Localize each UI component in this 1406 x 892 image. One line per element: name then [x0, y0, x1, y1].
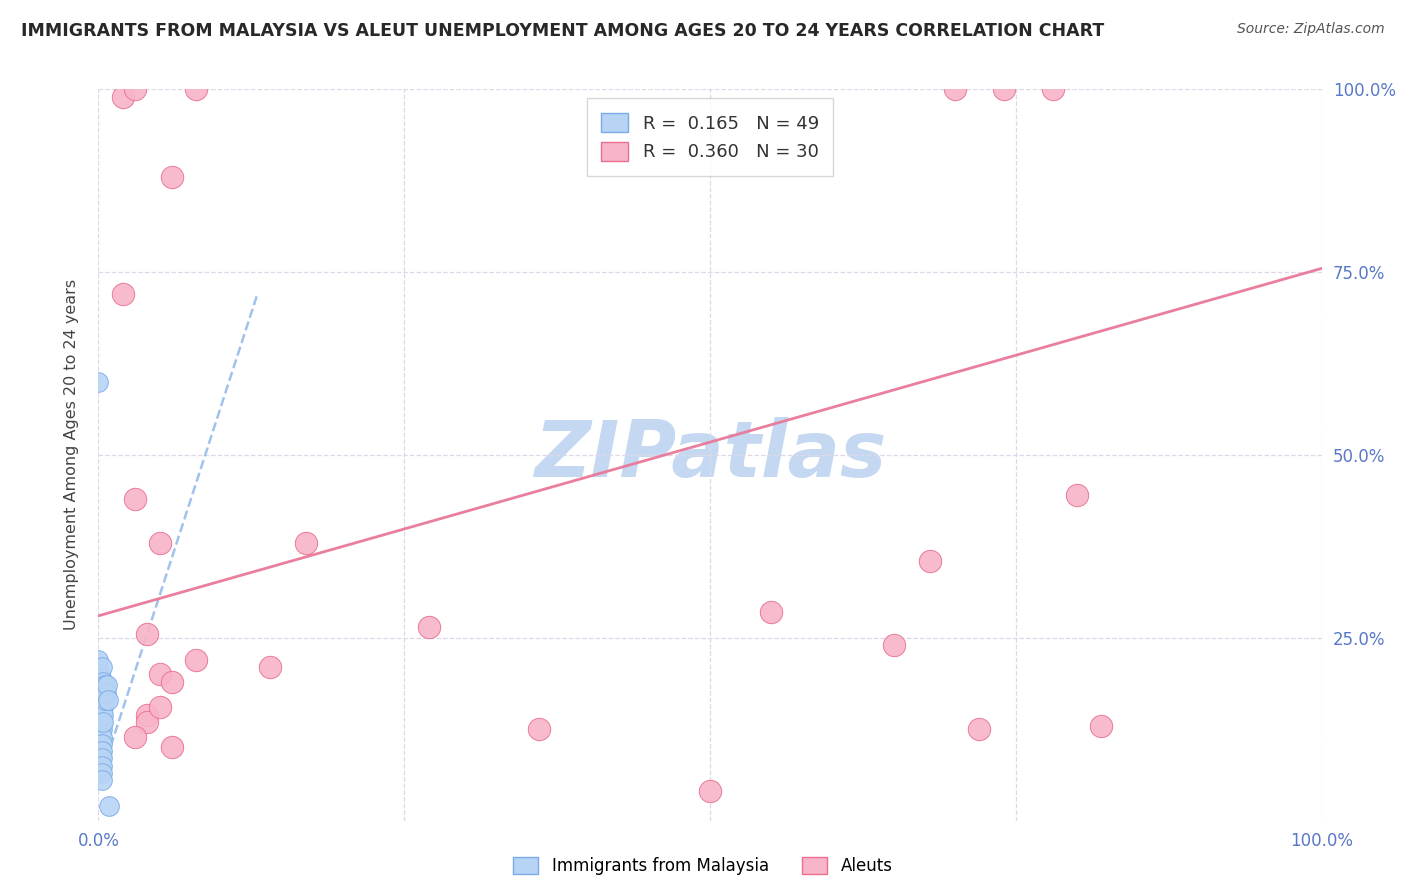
Point	[93, 693, 115, 707]
Point	[91, 707, 114, 722]
Point	[98, 799, 121, 814]
Point	[160, 740, 183, 755]
Point	[91, 751, 114, 765]
Point	[1090, 718, 1112, 732]
Point	[160, 169, 183, 184]
Text: IMMIGRANTS FROM MALAYSIA VS ALEUT UNEMPLOYMENT AMONG AGES 20 TO 24 YEARS CORRELA: IMMIGRANTS FROM MALAYSIA VS ALEUT UNEMPL…	[21, 22, 1104, 40]
Point	[124, 730, 146, 744]
Point	[883, 638, 905, 652]
Point	[1042, 82, 1064, 96]
Point	[91, 700, 114, 714]
Point	[90, 693, 112, 707]
Point	[89, 693, 111, 707]
Point	[97, 693, 120, 707]
Point	[1066, 488, 1088, 502]
Point	[91, 674, 114, 689]
Point	[87, 653, 110, 667]
Point	[136, 627, 159, 641]
Point	[89, 700, 111, 714]
Point	[91, 693, 114, 707]
Point	[91, 723, 114, 737]
Point	[124, 491, 146, 506]
Legend: R =  0.165   N = 49, R =  0.360   N = 30: R = 0.165 N = 49, R = 0.360 N = 30	[586, 98, 834, 176]
Point	[761, 605, 783, 619]
Point	[90, 686, 112, 700]
Point	[89, 678, 111, 692]
Point	[920, 554, 942, 568]
Point	[111, 287, 134, 301]
Point	[91, 744, 114, 758]
Point	[91, 693, 114, 707]
Point	[90, 758, 112, 772]
Point	[943, 82, 966, 96]
Point	[90, 723, 112, 737]
Point	[91, 758, 114, 772]
Y-axis label: Unemployment Among Ages 20 to 24 years: Unemployment Among Ages 20 to 24 years	[65, 279, 79, 631]
Point	[186, 82, 208, 96]
Point	[259, 660, 281, 674]
Point	[90, 751, 112, 765]
Point	[967, 723, 990, 737]
Point	[90, 678, 112, 692]
Point	[91, 678, 114, 692]
Point	[993, 82, 1015, 96]
Point	[149, 700, 172, 714]
Text: Source: ZipAtlas.com: Source: ZipAtlas.com	[1237, 22, 1385, 37]
Point	[90, 737, 112, 751]
Point	[93, 686, 115, 700]
Point	[149, 535, 172, 549]
Point	[87, 375, 110, 389]
Point	[160, 674, 183, 689]
Point	[91, 714, 114, 729]
Point	[91, 686, 114, 700]
Point	[94, 686, 117, 700]
Point	[89, 686, 111, 700]
Point	[699, 784, 721, 798]
Point	[111, 89, 134, 103]
Point	[124, 82, 146, 96]
Legend: Immigrants from Malaysia, Aleuts: Immigrants from Malaysia, Aleuts	[505, 849, 901, 884]
Point	[90, 744, 112, 758]
Point	[91, 700, 114, 714]
Point	[136, 714, 159, 729]
Point	[295, 535, 318, 549]
Point	[186, 653, 208, 667]
Point	[93, 678, 115, 692]
Point	[89, 667, 111, 681]
Point	[91, 766, 114, 780]
Point	[91, 707, 114, 722]
Point	[91, 686, 114, 700]
Point	[91, 660, 114, 674]
Point	[418, 620, 440, 634]
Point	[136, 707, 159, 722]
Point	[96, 678, 118, 692]
Point	[89, 707, 111, 722]
Point	[149, 667, 172, 681]
Point	[90, 730, 112, 744]
Point	[90, 700, 112, 714]
Point	[91, 773, 114, 788]
Point	[91, 730, 114, 744]
Point	[527, 723, 550, 737]
Point	[91, 714, 114, 729]
Point	[90, 707, 112, 722]
Point	[91, 737, 114, 751]
Text: ZIPatlas: ZIPatlas	[534, 417, 886, 493]
Point	[90, 714, 112, 729]
Point	[90, 671, 112, 685]
